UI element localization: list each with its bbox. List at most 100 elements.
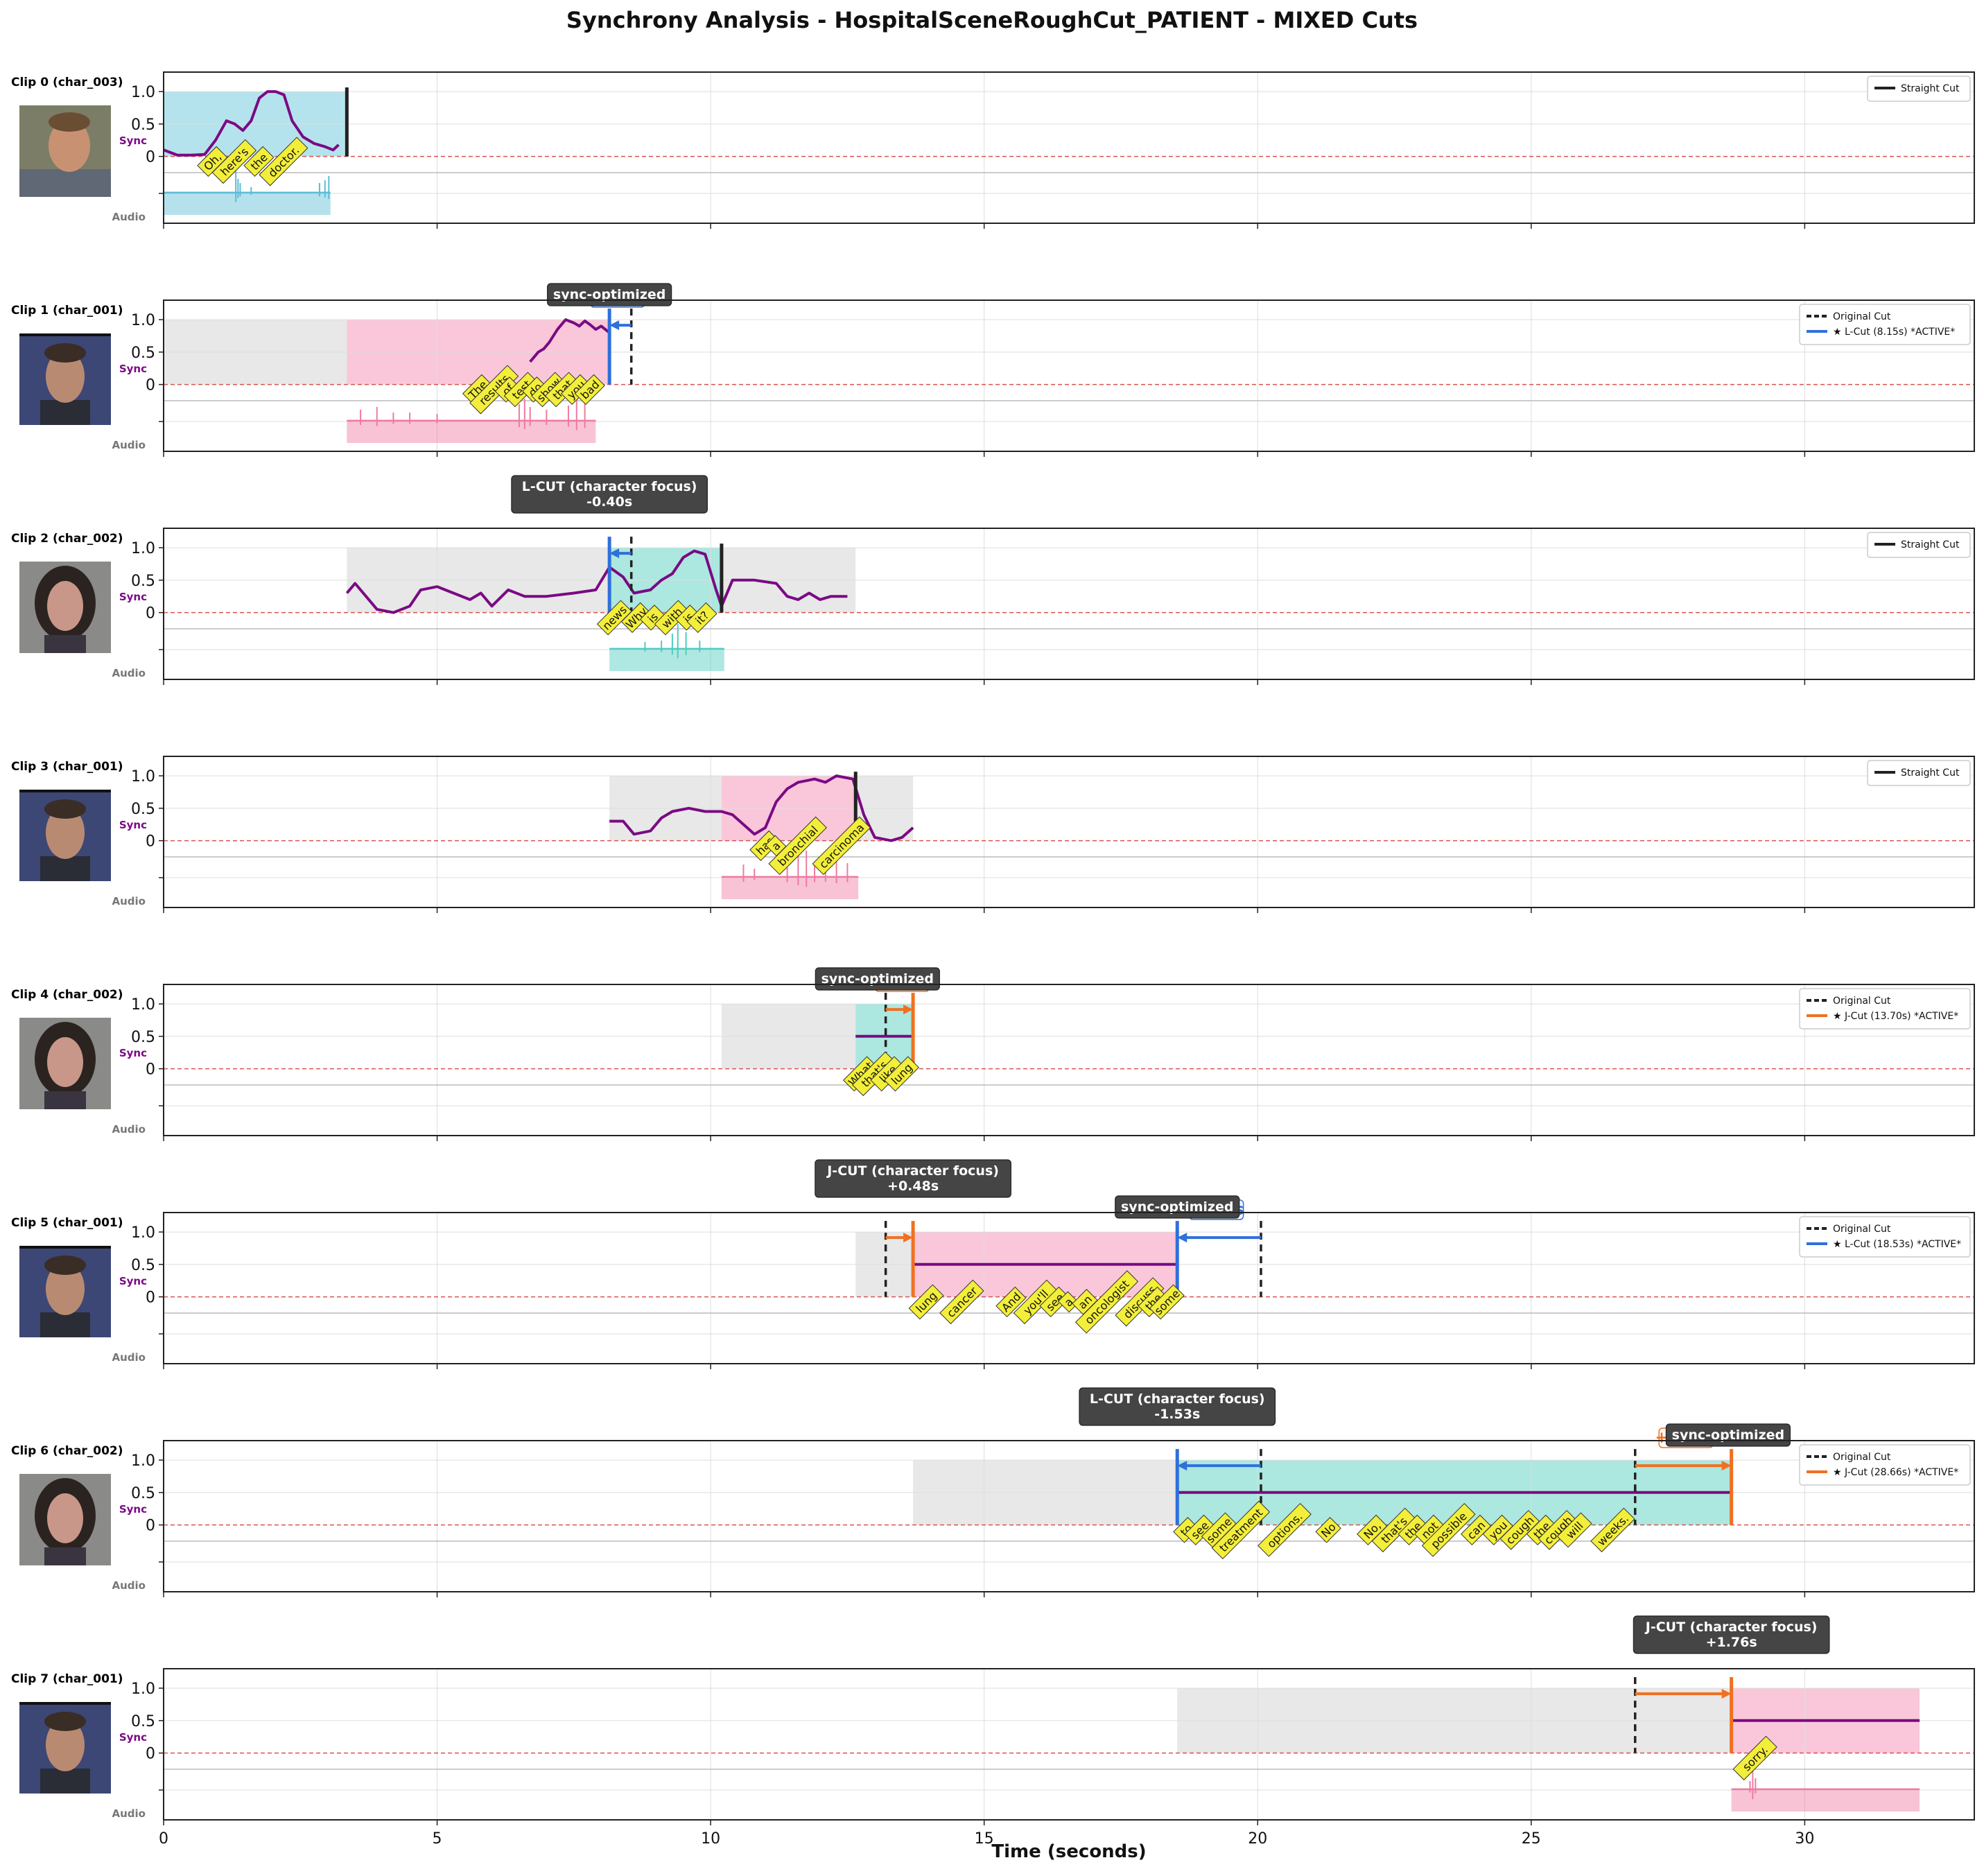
clip-panel: Oh,here'sthedoctor.1.00.50SyncAudioClip … [11, 71, 1975, 229]
shift-arrowhead [1177, 1461, 1187, 1471]
thumb-border [19, 333, 111, 336]
y-tick-label: 0 [146, 149, 155, 166]
sync-line [345, 549, 848, 614]
audio-row-label: Audio [112, 1123, 146, 1136]
thumb-face [49, 119, 90, 172]
clip-title: Clip 1 (char_001) [11, 304, 123, 318]
sync-line [163, 90, 340, 157]
word-box [1461, 1514, 1492, 1546]
thumb-shirt [44, 1547, 86, 1565]
y-tick-label: 0 [146, 1518, 155, 1535]
audio-row-label: Audio [112, 1579, 146, 1592]
legend-label: Original Cut [1833, 1224, 1891, 1235]
audio-row-label: Audio [112, 211, 146, 223]
annotation-text: sync-optimized [1672, 1427, 1784, 1443]
axes-frame [163, 1668, 1975, 1821]
sync-row-label: Sync [119, 1731, 147, 1744]
shift-arrowhead [1721, 1689, 1732, 1699]
annotation-text: +0.48s [887, 1179, 939, 1194]
word-box [1556, 1512, 1592, 1548]
thumb-shirt [44, 635, 86, 653]
y-tick-label: 1.0 [131, 1224, 155, 1242]
clip-title: Clip 5 (char_001) [11, 1216, 123, 1230]
legend-box [1799, 304, 1971, 345]
x-tick-label: 10 [701, 1830, 720, 1848]
clip-panel: hasabronchialcarcinoma1.00.50SyncAudioCl… [11, 756, 1975, 913]
legend-label: ★ J-Cut (28.66s) *ACTIVE* [1833, 1467, 1958, 1478]
y-tick-label: 0 [146, 605, 155, 623]
face-thumbnail [19, 105, 111, 197]
word-box [768, 816, 827, 876]
sync-row-label: Sync [119, 819, 147, 831]
thumb-border [19, 790, 111, 792]
thumb-hair [49, 112, 90, 132]
clip-title: Clip 6 (char_002) [11, 1444, 123, 1458]
y-tick-label: 1.0 [131, 84, 155, 101]
word-label: a [765, 835, 787, 857]
legend-box [1799, 988, 1971, 1030]
sync-line [529, 318, 611, 363]
sync-row-label: Sync [119, 1503, 147, 1515]
panel-background [164, 756, 1974, 907]
axes-frame [163, 1212, 1975, 1364]
y-tick-label: 0 [146, 1061, 155, 1079]
y-tick-label: 0 [146, 1746, 155, 1763]
thumb-hair [44, 799, 86, 819]
word-box [1149, 1284, 1185, 1320]
audio-band [609, 648, 724, 671]
x-tick-label: 15 [975, 1830, 994, 1848]
annotation-text: +1.76s [1706, 1635, 1757, 1650]
annotation-text: J-CUT (character focus) [826, 1163, 999, 1179]
y-tick-label: 0.5 [131, 345, 155, 362]
thumb-face [47, 1493, 83, 1543]
annotation-text: sync-optimized [553, 287, 665, 302]
annotation-text: L-CUT (character focus) [1090, 1391, 1265, 1407]
legend-box [1799, 1216, 1971, 1258]
thumb-face [47, 1037, 83, 1087]
face-thumbnail [19, 1018, 111, 1109]
x-tick-label: 0 [159, 1830, 168, 1848]
y-tick-label: 0.5 [131, 1257, 155, 1274]
thumb-face [46, 806, 85, 859]
x-tick-label: 5 [433, 1830, 442, 1848]
legend-box [1867, 76, 1971, 102]
clip-panel: +0.48ssync-optimizedWhatthat'slikelung1.… [11, 967, 1975, 1141]
legend-box [1799, 1444, 1971, 1486]
audio-row-label: Audio [112, 667, 146, 679]
word-label: it? [686, 602, 717, 634]
legend-label: Straight Cut [1901, 83, 1960, 94]
annotation-text: -1.53s [1154, 1407, 1200, 1422]
word-box [884, 1056, 920, 1092]
sync-row-label: Sync [119, 1047, 147, 1059]
thumb-shirt [19, 169, 111, 197]
axes-frame [163, 299, 1975, 452]
word-box [1074, 1270, 1139, 1334]
audio-band [1731, 1788, 1920, 1812]
word-box [1258, 1503, 1312, 1557]
face-thumbnail [19, 1474, 111, 1565]
thumb-shirt [40, 856, 90, 881]
y-tick-label: 0.5 [131, 1029, 155, 1046]
shift-arrowhead [1177, 1233, 1187, 1243]
y-tick-label: 1.0 [131, 1452, 155, 1470]
audio-row-label: Audio [112, 1351, 146, 1364]
word-box [211, 139, 257, 184]
y-tick-label: 1.0 [131, 312, 155, 329]
audio-row-label: Audio [112, 439, 146, 451]
clip-panel: J-CUT (character focus)+1.76s sorry. 1.0 0.… [11, 1615, 1975, 1848]
y-tick-label: 0.5 [131, 573, 155, 590]
y-tick-label: 0.5 [131, 801, 155, 818]
word-box [1039, 1286, 1070, 1318]
thumb-face [46, 1262, 85, 1315]
clip-title: Clip 3 (char_001) [11, 760, 123, 774]
x-tick-label: 25 [1522, 1830, 1541, 1848]
y-tick-label: 0.5 [131, 1713, 155, 1730]
y-tick-label: 0 [146, 377, 155, 394]
thumb-hair [44, 343, 86, 363]
y-tick-label: 0.5 [131, 116, 155, 134]
clip-title: Clip 7 (char_001) [11, 1672, 123, 1686]
y-tick-label: 1.0 [131, 540, 155, 557]
annotation-box [1079, 1387, 1276, 1426]
sync-line [609, 774, 914, 842]
